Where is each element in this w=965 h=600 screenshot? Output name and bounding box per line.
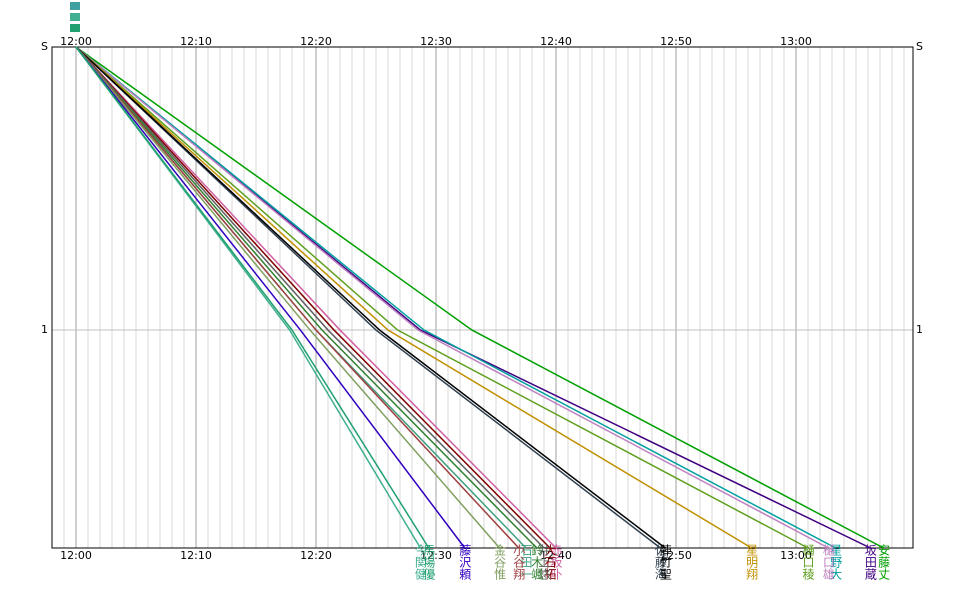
plot-frame — [51, 46, 914, 549]
series-name: 陣竹聖 — [658, 544, 672, 580]
series-line — [75, 46, 836, 549]
series-name: 樋口雄 — [821, 543, 835, 580]
x-tick-label: 12:40 — [540, 35, 572, 48]
x-tick-label: 12:40 — [540, 549, 572, 562]
x-tick-label: 12:20 — [300, 549, 332, 562]
x-tick-label: 12:30 — [420, 549, 452, 562]
y-tick-label: S — [41, 40, 48, 53]
x-tick-label: 12:00 — [60, 35, 92, 48]
series-name: 藤沢頼 — [458, 544, 472, 581]
x-tick-label: 13:00 — [780, 35, 812, 48]
series-line — [75, 46, 666, 549]
y-tick-label: S — [916, 40, 923, 53]
x-tick-label: 13:00 — [780, 549, 812, 562]
series-line — [75, 46, 809, 549]
x-tick-label: 12:20 — [300, 35, 332, 48]
series-name: 佐藤海 — [653, 544, 667, 580]
x-tick-label: 12:50 — [660, 35, 692, 48]
series-line — [75, 46, 752, 549]
legend-icon — [70, 2, 80, 10]
x-tick-label: 12:00 — [60, 549, 92, 562]
series-line — [75, 46, 430, 549]
series-line — [75, 46, 551, 549]
series-line — [75, 46, 466, 549]
legend-icon — [70, 24, 80, 32]
series-line — [75, 46, 538, 549]
series-name: 鈴木颯 — [530, 543, 544, 581]
series-name: 坂田蔵 — [863, 544, 877, 581]
series-line — [75, 46, 545, 549]
y-tick-label: 1 — [41, 323, 48, 336]
series-name: 赤坂卟 — [549, 544, 563, 580]
x-tick-label: 12:50 — [660, 549, 692, 562]
series-name: 星明翔 — [745, 544, 759, 581]
series-line — [75, 46, 661, 549]
series-name: 星野大 — [829, 544, 843, 580]
series-line — [75, 46, 501, 549]
legend-icon — [70, 13, 80, 21]
series-name: 馬場優 — [422, 544, 436, 581]
x-tick-label: 12:30 — [420, 35, 452, 48]
y-tick-label: 1 — [916, 323, 923, 336]
series-name: 樋口稜 — [801, 543, 815, 581]
series-name: 小谷翔 — [512, 544, 526, 581]
series-name: 今関健 — [413, 543, 427, 580]
series-name: 大石拓 — [543, 544, 557, 580]
series-line — [75, 46, 520, 549]
grid — [51, 46, 913, 548]
series-name: 井上悠 — [537, 544, 551, 580]
series-line — [75, 46, 557, 549]
series-name: 安藤丈 — [877, 543, 891, 581]
series-line — [75, 46, 422, 549]
x-tick-label: 12:10 — [180, 35, 212, 48]
series-name: 金谷惟 — [493, 543, 507, 580]
x-tick-label: 12:10 — [180, 549, 212, 562]
series-line — [75, 46, 871, 549]
series-name: 石田一 — [519, 544, 533, 580]
series-line — [75, 46, 829, 549]
series-line — [75, 46, 884, 549]
